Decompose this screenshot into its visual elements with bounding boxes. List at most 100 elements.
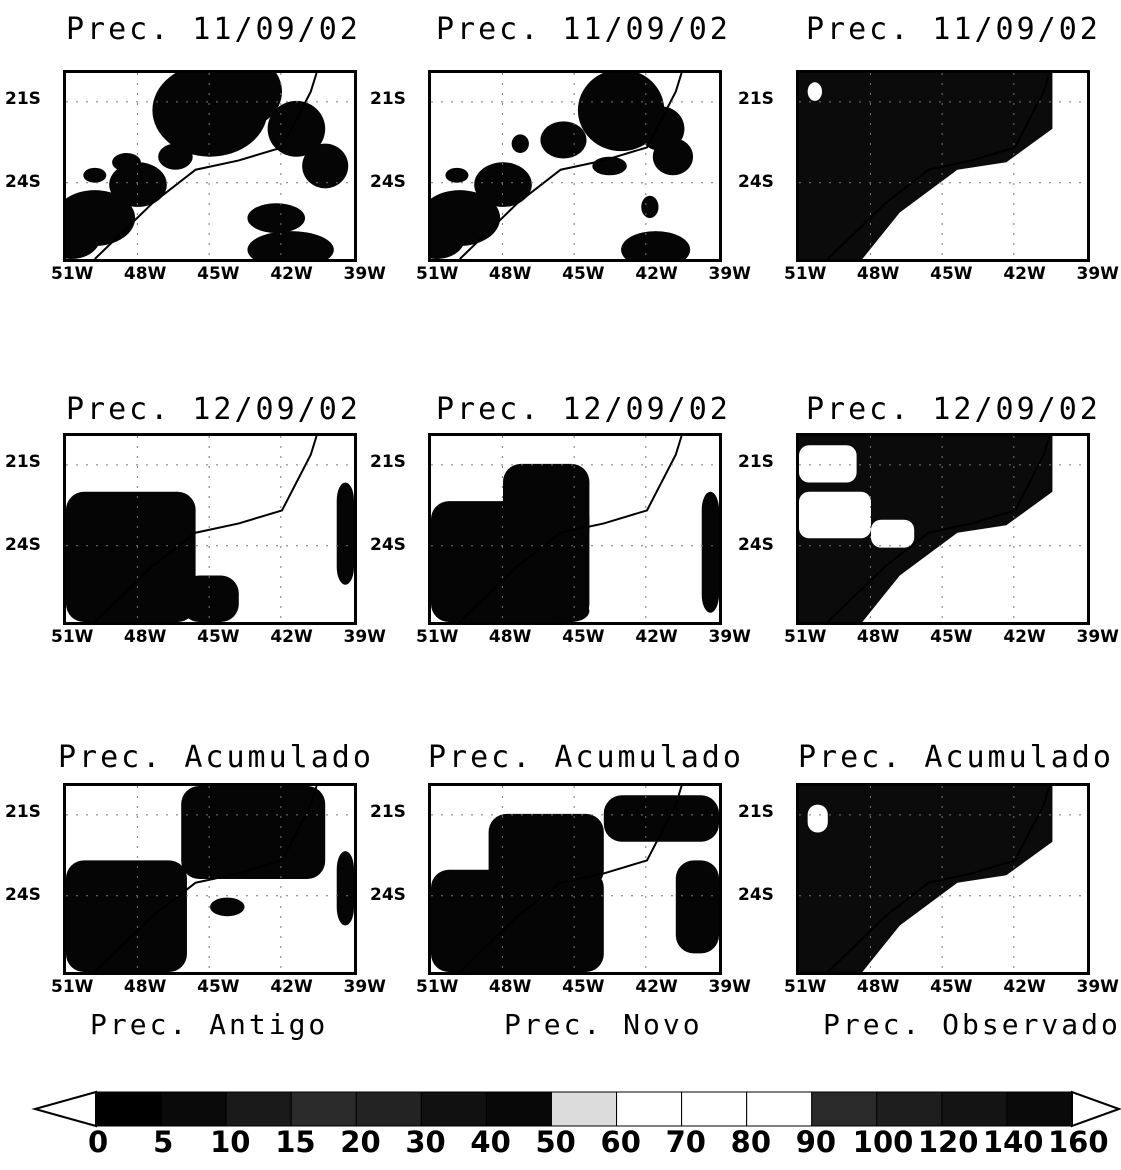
map-field: [66, 436, 354, 622]
panel-title: Prec. Acumulado: [428, 740, 744, 775]
colorbar-segment: [290, 1091, 357, 1127]
panel-title: Prec. Acumulado: [798, 740, 1114, 775]
longitude-label: 51W: [416, 264, 459, 284]
precip-cell: [445, 167, 469, 183]
longitude-label: 51W: [416, 627, 459, 647]
latitude-label: 21S: [738, 801, 774, 822]
coastline: [459, 786, 683, 972]
colorbar-label: 60: [600, 1125, 641, 1159]
coastline: [94, 73, 318, 259]
longitude-label: 45W: [930, 264, 973, 284]
latitude-label: 21S: [5, 801, 41, 822]
latitude-label: 24S: [5, 172, 41, 193]
colorbar-min-arrow: [31, 1090, 97, 1128]
latitude-label: 21S: [5, 451, 41, 472]
precip-area: [799, 73, 1053, 259]
longitude-label: 39W: [708, 627, 751, 647]
precip-cell: [247, 231, 334, 259]
panel-title: Prec. 12/09/02: [436, 392, 731, 427]
precip-area: [210, 897, 245, 917]
longitude-label: 51W: [784, 264, 827, 284]
map-field: [66, 73, 354, 259]
precip-area: [336, 851, 354, 926]
latitude-label: 24S: [370, 885, 406, 906]
precip-cell: [112, 152, 141, 172]
precip-area: [603, 795, 719, 842]
precip-cell: [267, 100, 326, 157]
coastline: [827, 73, 1051, 259]
precip-cell: [83, 167, 107, 183]
longitude-label: 42W: [270, 977, 313, 997]
column-label: Prec. Antigo: [90, 1008, 329, 1041]
colorbar-segment: [355, 1091, 422, 1127]
latitude-label: 24S: [738, 535, 774, 556]
longitude-label: 45W: [562, 977, 605, 997]
precip-area: [181, 786, 326, 879]
map-panel: [63, 70, 357, 262]
precip-cell: [641, 195, 659, 219]
longitude-label: 48W: [488, 977, 532, 997]
colorbar-segment: [876, 1091, 943, 1127]
colorbar-label: 5: [153, 1125, 174, 1159]
longitude-label: 45W: [562, 627, 605, 647]
precip-area: [336, 482, 354, 585]
colorbar-segment: [485, 1091, 552, 1127]
latitude-label: 24S: [370, 172, 406, 193]
colorbar-label: 40: [470, 1125, 511, 1159]
longitude-label: 51W: [784, 627, 827, 647]
colorbar-label: 70: [665, 1125, 706, 1159]
longitude-label: 48W: [856, 264, 900, 284]
map-field: [431, 786, 719, 972]
longitude-label: 39W: [1076, 977, 1119, 997]
longitude-label: 48W: [123, 264, 167, 284]
longitude-label: 51W: [51, 264, 94, 284]
precip-area: [66, 860, 187, 972]
column-label: Prec. Observado: [823, 1008, 1121, 1041]
colorbar-segment: [616, 1091, 683, 1127]
longitude-label: 42W: [1003, 627, 1046, 647]
map-field: [66, 786, 354, 972]
map-panel: [428, 70, 722, 262]
latitude-label: 21S: [5, 88, 41, 109]
dry-area: [871, 519, 915, 548]
longitude-label: 48W: [488, 264, 532, 284]
colorbar-label: 100: [852, 1125, 914, 1159]
precip-cell: [302, 143, 349, 189]
colorbar-segment: [941, 1091, 1008, 1127]
longitude-label: 48W: [123, 627, 167, 647]
colorbar-label: 90: [795, 1125, 837, 1159]
longitude-label: 51W: [51, 627, 94, 647]
longitude-label: 39W: [343, 977, 386, 997]
panel-title: Prec. 11/09/02: [66, 12, 361, 47]
latitude-label: 24S: [738, 172, 774, 193]
precip-cell: [109, 162, 167, 207]
panel-title: Prec. 11/09/02: [806, 12, 1101, 47]
longitude-label: 48W: [856, 627, 900, 647]
precip-cell: [540, 121, 587, 159]
latitude-label: 21S: [370, 801, 406, 822]
coastline: [94, 436, 318, 622]
longitude-label: 39W: [343, 627, 386, 647]
precip-cell: [621, 231, 691, 259]
colorbar-max-arrow: [1071, 1090, 1121, 1128]
latitude-label: 21S: [370, 451, 406, 472]
colorbar-segment: [420, 1091, 487, 1127]
latitude-label: 21S: [738, 451, 774, 472]
longitude-label: 48W: [856, 977, 900, 997]
precip-cell: [431, 190, 501, 246]
dry-area: [807, 82, 823, 101]
longitude-label: 45W: [930, 977, 973, 997]
map-panel: [63, 783, 357, 975]
colorbar-label: 0: [88, 1125, 109, 1159]
panel-title: Prec. Acumulado: [58, 740, 374, 775]
map-panel: [63, 433, 357, 625]
longitude-label: 51W: [51, 977, 94, 997]
colorbar-label: 30: [405, 1125, 446, 1159]
precip-area: [675, 860, 719, 954]
colorbar-label: 140: [982, 1125, 1044, 1159]
map-panel: [796, 70, 1090, 262]
colorbar-label: 160: [1048, 1125, 1109, 1159]
dry-area: [807, 804, 828, 833]
precip-cell: [652, 138, 694, 176]
coastline: [827, 786, 1051, 972]
